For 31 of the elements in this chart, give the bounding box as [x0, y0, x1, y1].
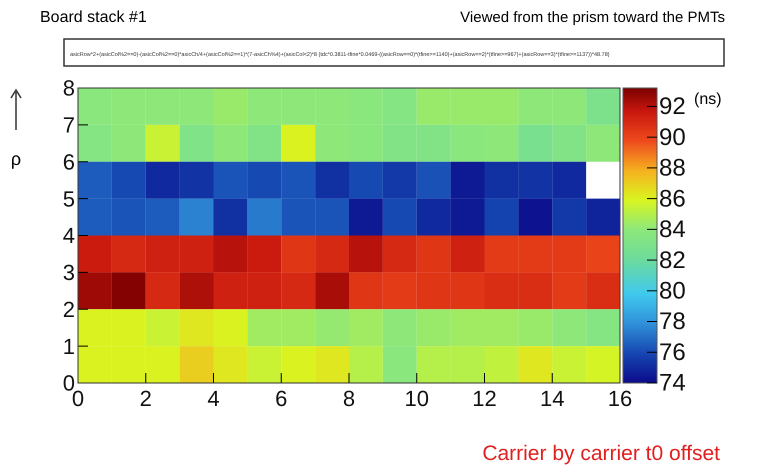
x-tick-label: 4	[207, 386, 220, 411]
y-axis-title: ρ	[10, 149, 22, 169]
x-tick-label: 14	[540, 386, 564, 411]
x-tick-label: 6	[275, 386, 288, 411]
x-tick-label: 10	[404, 386, 429, 411]
y-tick-label: 1	[62, 334, 75, 359]
color-bar-label: 74	[659, 370, 686, 397]
y-tick-label: 8	[62, 76, 75, 101]
y-tick-label: 6	[62, 149, 75, 174]
chart-subtitle: Viewed from the prism toward the PMTs	[460, 9, 725, 26]
color-bar-label: 82	[659, 246, 686, 274]
y-tick-label: 4	[62, 223, 75, 248]
y-tick-label: 3	[62, 260, 75, 286]
color-bar-label: 78	[659, 308, 686, 336]
color-bar-label: 76	[659, 338, 686, 366]
y-tick-label: 7	[62, 112, 75, 138]
color-bar-label: 86	[659, 185, 686, 212]
color-bar-label: 90	[659, 124, 686, 151]
x-tick-label: 12	[472, 386, 497, 411]
chart-title: Board stack #1	[40, 9, 147, 26]
x-tick-label: 8	[342, 386, 356, 411]
color-bar-title: (ns)	[694, 91, 722, 108]
text: Carrier by carrier t0 offset	[482, 442, 720, 465]
x-tick-label: 2	[140, 386, 152, 411]
color-bar-label: 84	[659, 216, 686, 244]
y-tick-label: 5	[62, 186, 75, 212]
y-tick-label: 2	[62, 296, 75, 322]
x-tick-label: 16	[608, 386, 632, 411]
color-bar-label: 88	[659, 154, 686, 182]
color-bar-label: 80	[659, 277, 686, 304]
color-bar-label: 92	[659, 93, 686, 120]
